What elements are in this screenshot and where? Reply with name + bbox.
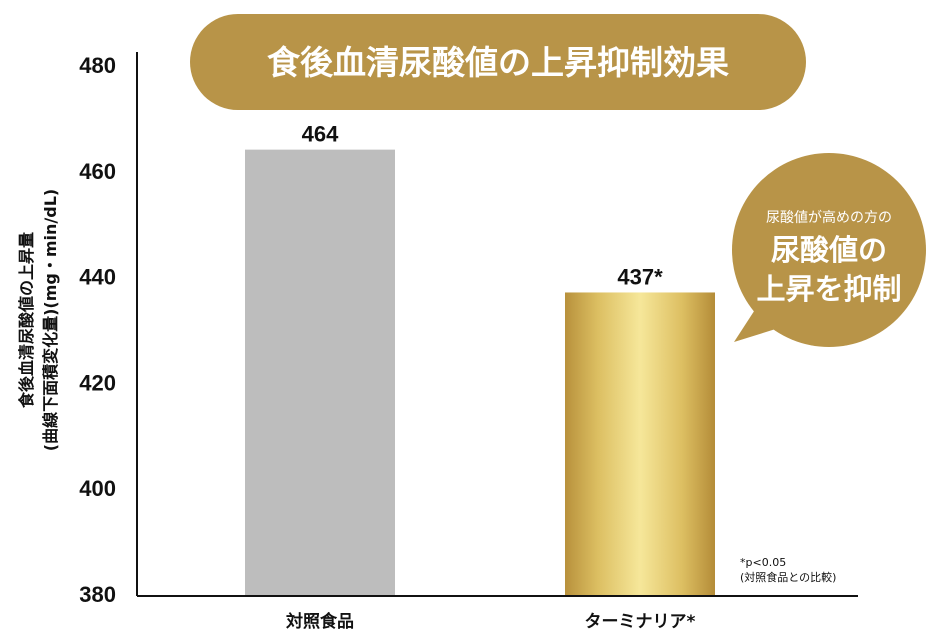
bar-value-label: 437* xyxy=(617,264,663,289)
y-tick-label: 400 xyxy=(79,476,116,501)
y-tick-label: 420 xyxy=(79,370,116,395)
bars xyxy=(245,149,715,596)
bar-control xyxy=(245,149,395,596)
footnote: *p<0.05 (対照食品との比較) xyxy=(740,556,836,584)
y-tick-label: 480 xyxy=(79,53,116,78)
y-tick-label: 440 xyxy=(79,265,116,290)
y-tick-label: 380 xyxy=(79,582,116,607)
callout-bubble-circle xyxy=(732,153,926,347)
title-pill: 食後血清尿酸値の上昇抑制効果 xyxy=(190,14,806,110)
callout-line3: 上昇を抑制 xyxy=(756,272,901,306)
bar-terminalia xyxy=(565,292,715,596)
title-pill-background xyxy=(190,14,806,110)
callout-line1: 尿酸値が高めの方の xyxy=(766,209,892,226)
bar-value-label: 464 xyxy=(302,122,339,147)
y-axis-label-line2: (曲線下面積変化量)(mg・min/dL) xyxy=(41,189,60,451)
y-axis-label: 食後血清尿酸値の上昇量 (曲線下面積変化量)(mg・min/dL) xyxy=(17,189,60,451)
footnote-line1: *p<0.05 xyxy=(740,556,786,569)
callout-line2: 尿酸値の xyxy=(771,233,887,267)
callout-bubble: 尿酸値が高めの方の 尿酸値の 上昇を抑制 xyxy=(732,153,926,347)
y-axis-ticks: 380 400 420 440 460 480 xyxy=(79,53,116,607)
value-labels: 464 437* xyxy=(302,122,663,290)
category-label: 対照食品 xyxy=(285,611,354,632)
category-labels: 対照食品 ターミナリア* xyxy=(285,611,696,632)
y-tick-label: 460 xyxy=(79,159,116,184)
category-label: ターミナリア* xyxy=(585,612,696,632)
y-axis-label-line1: 食後血清尿酸値の上昇量 xyxy=(17,232,36,409)
chart-title: 食後血清尿酸値の上昇抑制効果 xyxy=(267,43,729,82)
footnote-line2: (対照食品との比較) xyxy=(740,570,836,584)
